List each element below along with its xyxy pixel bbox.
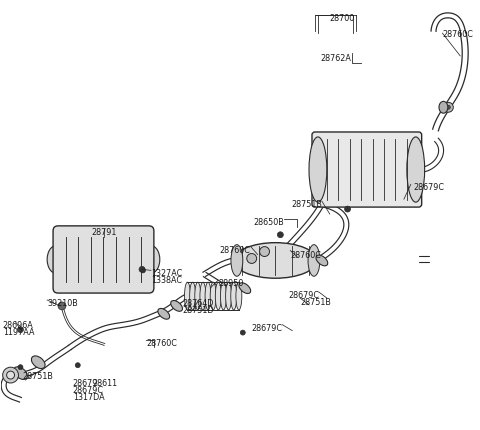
Text: 28751D: 28751D	[182, 305, 214, 314]
Text: 28760C: 28760C	[220, 245, 251, 254]
Text: 28751B: 28751B	[300, 297, 331, 306]
Text: 28791: 28791	[92, 227, 117, 236]
FancyBboxPatch shape	[53, 226, 154, 293]
Ellipse shape	[309, 138, 327, 203]
Ellipse shape	[205, 283, 211, 310]
Text: 28950: 28950	[218, 279, 243, 288]
Ellipse shape	[220, 283, 227, 310]
Text: 28679C: 28679C	[252, 323, 282, 332]
Ellipse shape	[210, 283, 216, 310]
Text: 1197AA: 1197AA	[3, 327, 34, 336]
Ellipse shape	[234, 243, 317, 279]
Text: 1327AC: 1327AC	[151, 269, 182, 278]
Text: 28679C: 28679C	[73, 385, 104, 394]
Text: 28764D: 28764D	[182, 298, 214, 307]
Text: 28696A: 28696A	[3, 320, 34, 329]
Circle shape	[75, 363, 80, 368]
Ellipse shape	[190, 283, 195, 310]
Circle shape	[446, 106, 450, 110]
Ellipse shape	[231, 245, 243, 276]
Circle shape	[444, 103, 453, 113]
Circle shape	[345, 207, 350, 212]
Text: 28751B: 28751B	[291, 200, 322, 209]
Ellipse shape	[316, 255, 328, 266]
Ellipse shape	[439, 102, 448, 114]
Ellipse shape	[231, 283, 237, 310]
Circle shape	[277, 232, 283, 238]
Ellipse shape	[308, 245, 320, 276]
Text: 28760C: 28760C	[443, 30, 473, 39]
Circle shape	[141, 268, 145, 273]
Circle shape	[17, 327, 24, 333]
Text: 39210B: 39210B	[47, 298, 78, 307]
Text: 28760C: 28760C	[290, 250, 321, 259]
Ellipse shape	[407, 138, 425, 203]
Circle shape	[58, 302, 66, 310]
Circle shape	[240, 330, 245, 335]
Circle shape	[139, 267, 145, 273]
Ellipse shape	[226, 283, 231, 310]
Text: 28679C: 28679C	[288, 290, 319, 299]
Ellipse shape	[31, 356, 45, 369]
Ellipse shape	[13, 367, 27, 380]
Circle shape	[260, 247, 269, 257]
Text: 28650B: 28650B	[253, 218, 284, 227]
Text: 28700: 28700	[329, 14, 354, 23]
Circle shape	[3, 367, 19, 383]
Text: 28611: 28611	[93, 378, 118, 387]
Text: 28679: 28679	[73, 378, 98, 387]
Text: 28762A: 28762A	[321, 54, 351, 63]
Text: 1317DA: 1317DA	[73, 392, 105, 401]
Circle shape	[247, 254, 257, 264]
Text: 28751B: 28751B	[23, 371, 53, 380]
Ellipse shape	[171, 301, 182, 312]
Ellipse shape	[158, 309, 169, 319]
Ellipse shape	[47, 246, 65, 273]
Ellipse shape	[184, 283, 191, 310]
Ellipse shape	[239, 283, 251, 294]
Circle shape	[18, 365, 23, 370]
Ellipse shape	[195, 283, 201, 310]
Ellipse shape	[216, 283, 221, 310]
Text: 28679C: 28679C	[414, 183, 445, 192]
Text: 1338AC: 1338AC	[151, 276, 182, 285]
Text: 28760C: 28760C	[146, 338, 177, 347]
Ellipse shape	[236, 283, 242, 310]
Circle shape	[7, 371, 14, 379]
FancyBboxPatch shape	[312, 133, 421, 208]
Ellipse shape	[142, 246, 160, 273]
Ellipse shape	[200, 283, 206, 310]
